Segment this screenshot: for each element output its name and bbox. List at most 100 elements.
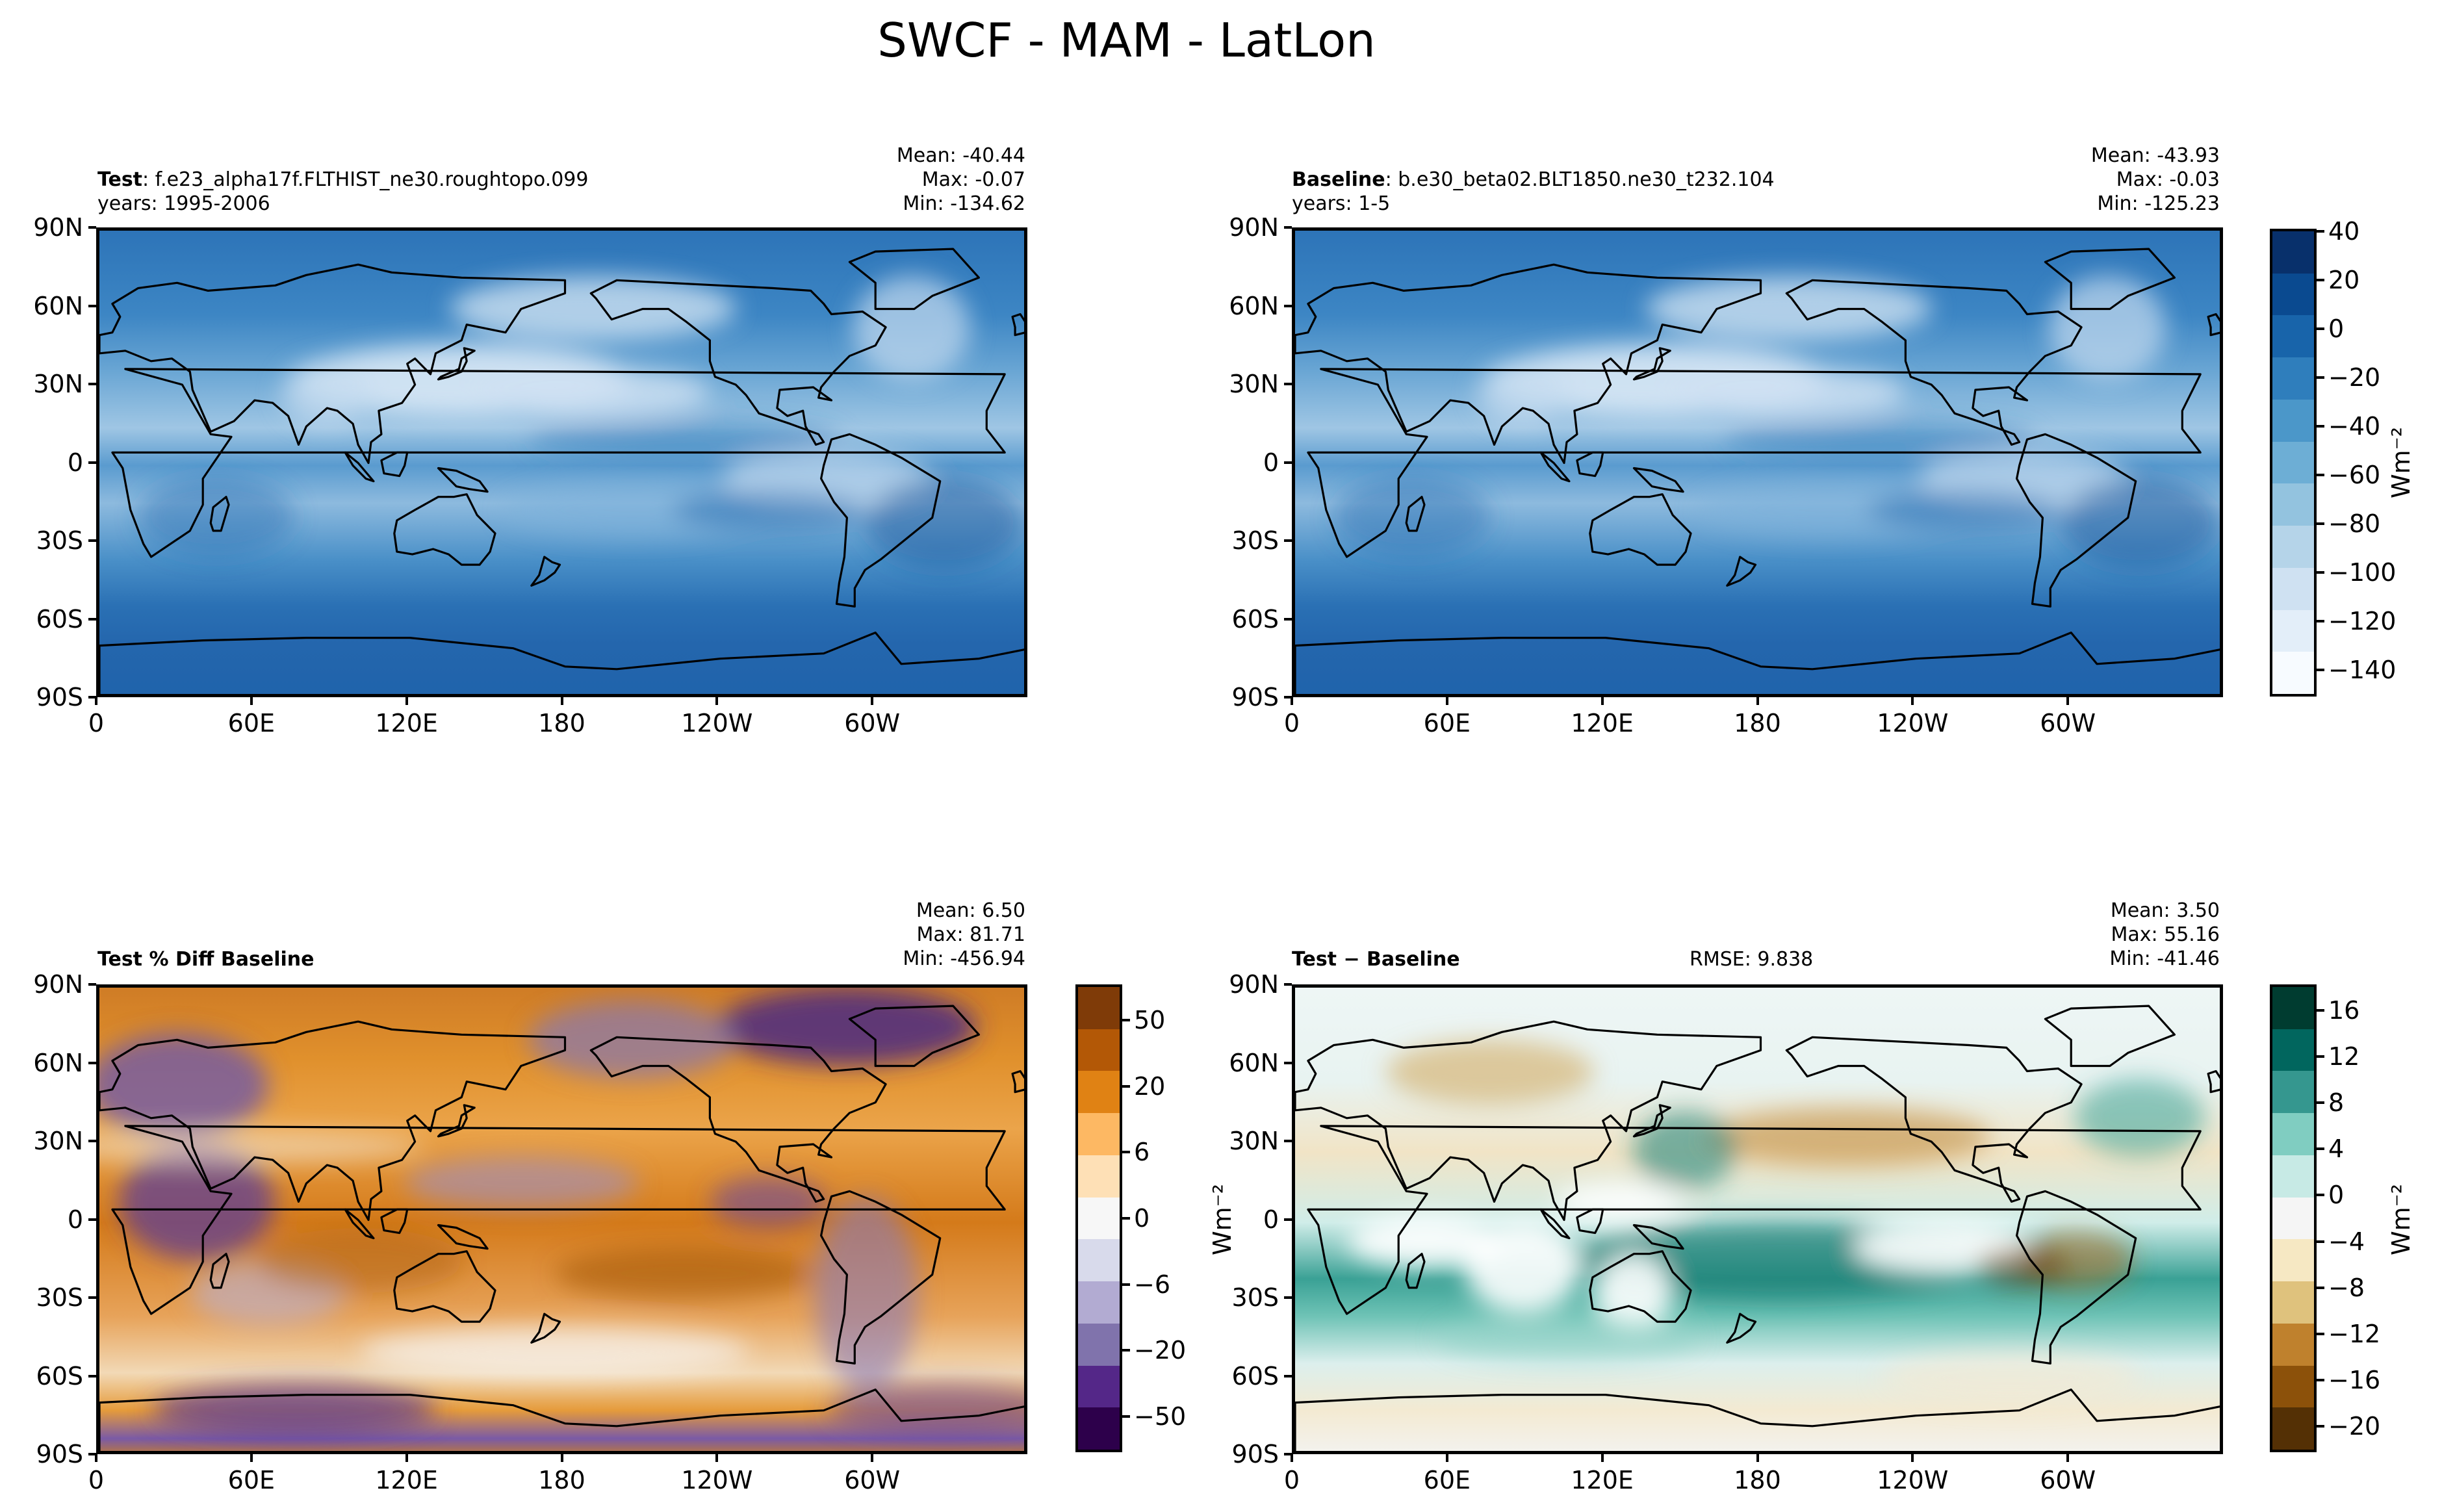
baseline-lat-tick: 60S (1231, 604, 1279, 634)
field-region (1594, 1254, 1672, 1332)
coastline-antarctica (1295, 1389, 2220, 1451)
cbar-diff-tickmark (2317, 1055, 2324, 1058)
diff-stat-min: Min: -41.46 (2109, 947, 2220, 970)
pctdiff-lat-tickmark (88, 1140, 96, 1142)
coastline-australia (393, 1250, 496, 1323)
cbar-main-tickmark (2317, 230, 2324, 233)
pctdiff-lon-tick: 120W (681, 1466, 753, 1494)
cbar-pct-tickmark (1122, 1283, 1130, 1286)
cbar-diff-tick: −16 (2328, 1366, 2381, 1395)
colorbar-diff (2270, 984, 2317, 1452)
baseline-lat-tickmark (1284, 539, 1292, 542)
field-region (717, 988, 977, 1066)
field-region (359, 1326, 749, 1377)
colorbar-segment (2272, 525, 2314, 568)
diff-lat-tick: 60S (1231, 1361, 1279, 1390)
colorbar-segment (2272, 1070, 2314, 1114)
cbar-pct-tickmark (1122, 1151, 1130, 1154)
pctdiff-lat-tick: 90S (36, 1440, 83, 1468)
coastline-madagascar (1405, 1253, 1426, 1289)
pctdiff-lon-tickmark (405, 1454, 408, 1462)
colorbar-segment (2272, 1238, 2314, 1282)
baseline-lat-tickmark (1284, 461, 1292, 464)
cbar-main-tickmark (2317, 327, 2324, 330)
coastline-sumatra (344, 451, 375, 483)
field-region (255, 1228, 463, 1293)
pctdiff-label-bold: Test % Diff Baseline (97, 948, 315, 971)
test-stat-max: Max: -0.07 (921, 168, 1025, 191)
pctdiff-map (96, 984, 1027, 1454)
cbar-pct-tick: 6 (1134, 1138, 1150, 1167)
diff-lon-tickmark (1911, 1454, 1914, 1462)
baseline-lat-tick: 30N (1229, 370, 1279, 398)
baseline-lon-tickmark (1600, 697, 1604, 705)
diff-lat-tick: 30N (1229, 1127, 1279, 1155)
colorbar-segment (2272, 314, 2314, 358)
coastline-madagascar (209, 1253, 230, 1289)
cbar-diff-tickmark (2317, 1008, 2324, 1012)
baseline-lon-tick: 60W (2040, 709, 2096, 737)
pctdiff-lat-tick: 30N (33, 1127, 83, 1155)
coastline-sumatra (1539, 451, 1571, 483)
baseline-lat-tick: 30S (1231, 526, 1279, 555)
coastline-greenland (848, 248, 980, 311)
coastline-greenland (2044, 1005, 2176, 1068)
colorbar-segment (2272, 1322, 2314, 1366)
map-test-field (99, 231, 1024, 694)
test-lat-tick: 0 (67, 448, 83, 477)
field-region (554, 1248, 814, 1300)
colorbar-segment (1078, 1070, 1120, 1114)
colorbar-segment (2272, 441, 2314, 484)
coastline-northAmerica (589, 1036, 887, 1203)
cbar-main-tick: −20 (2328, 363, 2381, 392)
field-region (1724, 420, 2036, 457)
coastline-japan (1632, 347, 1671, 381)
pctdiff-lon-tickmark (560, 1454, 563, 1462)
coastline-northAmerica (1785, 1036, 2083, 1203)
diff-lat-tickmark (1284, 1218, 1292, 1221)
coastline-southAmerica (2016, 1190, 2137, 1365)
test-stats: Mean: -40.44 Max: -0.07 Min: -134.62 (897, 144, 1025, 216)
coastline-sumatra (344, 1208, 375, 1240)
baseline-lat-tick: 90N (1229, 213, 1279, 242)
field-region (99, 1033, 268, 1137)
pctdiff-lon-tick: 0 (88, 1466, 105, 1494)
cbar-diff-tick: 12 (2328, 1042, 2360, 1071)
figure-title: SWCF - MAM - LatLon (877, 13, 1376, 68)
cbar-pct-tickmark (1122, 1415, 1130, 1418)
baseline-lon-tickmark (1911, 697, 1914, 705)
coastline-uk (1011, 1070, 1024, 1094)
colorbar-segment (1078, 1154, 1120, 1198)
colorbar-segment (1078, 1281, 1120, 1324)
coastline-newzealand (530, 1313, 561, 1344)
diff-lat-tick: 90S (1231, 1440, 1279, 1468)
coastline-newguinea (1632, 467, 1684, 493)
coastline-newzealand (1726, 556, 1757, 587)
diff-lon-tick: 180 (1734, 1466, 1781, 1494)
colorbar-segment (2272, 1281, 2314, 1324)
map-pctdiff-field (99, 988, 1024, 1451)
field-region (476, 367, 710, 419)
colorbar-main-unit: Wm⁻² (2386, 427, 2415, 498)
pctdiff-lon-tick: 180 (538, 1466, 585, 1494)
coastline-australia (393, 493, 496, 566)
field-region (1477, 361, 1568, 426)
cbar-diff-tickmark (2317, 1147, 2324, 1151)
baseline-lat-tickmark (1284, 617, 1292, 621)
field-region (1672, 367, 1906, 419)
colorbar-segment (2272, 567, 2314, 610)
cbar-main-tick: 0 (2328, 314, 2345, 343)
field-region (866, 478, 1022, 569)
baseline-stat-mean: Mean: -43.93 (2090, 144, 2220, 167)
pctdiff-lat-tick: 60S (36, 1361, 83, 1390)
cbar-main-tickmark (2317, 619, 2324, 622)
field-region (710, 1176, 827, 1228)
test-lat-tickmark (88, 696, 96, 698)
diff-label-bold: Test − Baseline (1292, 948, 1460, 971)
colorbar-segment (2272, 987, 2314, 1029)
test-lat-tickmark (88, 461, 96, 464)
cbar-main-tickmark (2317, 668, 2324, 671)
colorbar-segment (2272, 1112, 2314, 1155)
test-years: years: 1995-2006 (97, 192, 270, 215)
baseline-lat-tickmark (1284, 696, 1292, 698)
